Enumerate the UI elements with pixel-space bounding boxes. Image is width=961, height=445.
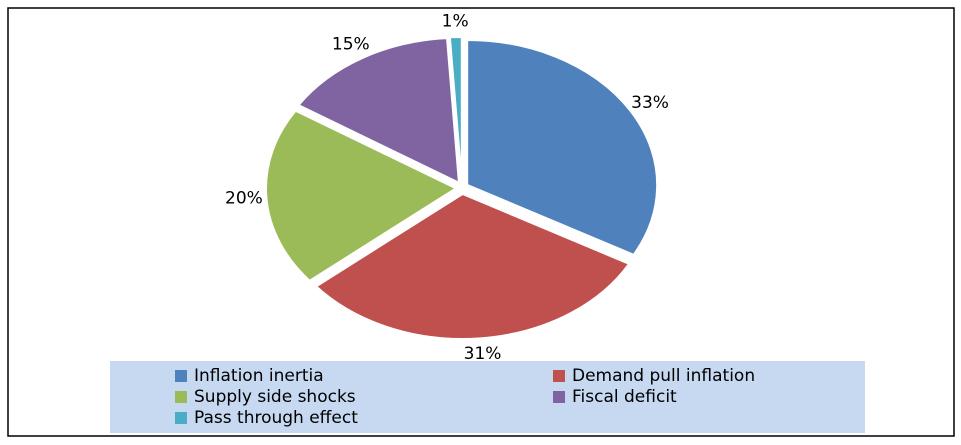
pie-slice	[448, 36, 463, 183]
data-label: 33%	[631, 93, 669, 113]
legend-swatch	[175, 391, 187, 403]
legend-swatch	[553, 370, 565, 382]
data-label: 31%	[464, 344, 502, 364]
legend-swatch	[175, 370, 187, 382]
legend-label: Fiscal deficit	[572, 387, 677, 407]
data-label: 15%	[332, 34, 370, 54]
legend-swatch	[553, 391, 565, 403]
data-label: 1%	[442, 11, 469, 31]
legend-label: Supply side shocks	[194, 387, 356, 407]
legend-label: Pass through effect	[194, 408, 358, 428]
legend-swatch	[175, 412, 187, 424]
pie-slice	[466, 38, 659, 257]
pie-slice	[296, 37, 461, 185]
pie-slice	[265, 109, 459, 283]
legend-box	[110, 361, 865, 433]
data-label: 20%	[225, 188, 263, 208]
legend-label: Inflation inertia	[194, 366, 324, 386]
pie-slice	[314, 192, 631, 340]
legend-label: Demand pull inflation	[572, 366, 755, 386]
